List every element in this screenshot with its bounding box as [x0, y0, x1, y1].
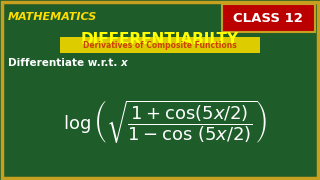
Text: MATHEMATICS: MATHEMATICS	[8, 12, 97, 22]
Text: x: x	[120, 58, 127, 68]
Text: DIFFERENTIABILTY: DIFFERENTIABILTY	[81, 32, 239, 47]
FancyBboxPatch shape	[222, 4, 315, 32]
FancyBboxPatch shape	[2, 2, 318, 178]
Text: CLASS 12: CLASS 12	[233, 12, 303, 24]
Text: $\log \left( \sqrt{\dfrac{1+\cos(5x/2)}{1-\cos\,(5x/2)}} \right)$: $\log \left( \sqrt{\dfrac{1+\cos(5x/2)}{…	[63, 99, 267, 145]
Text: Differentiate w.r.t.: Differentiate w.r.t.	[8, 58, 121, 68]
Text: Derivatives of Composite Functions: Derivatives of Composite Functions	[83, 40, 237, 50]
FancyBboxPatch shape	[60, 37, 260, 53]
